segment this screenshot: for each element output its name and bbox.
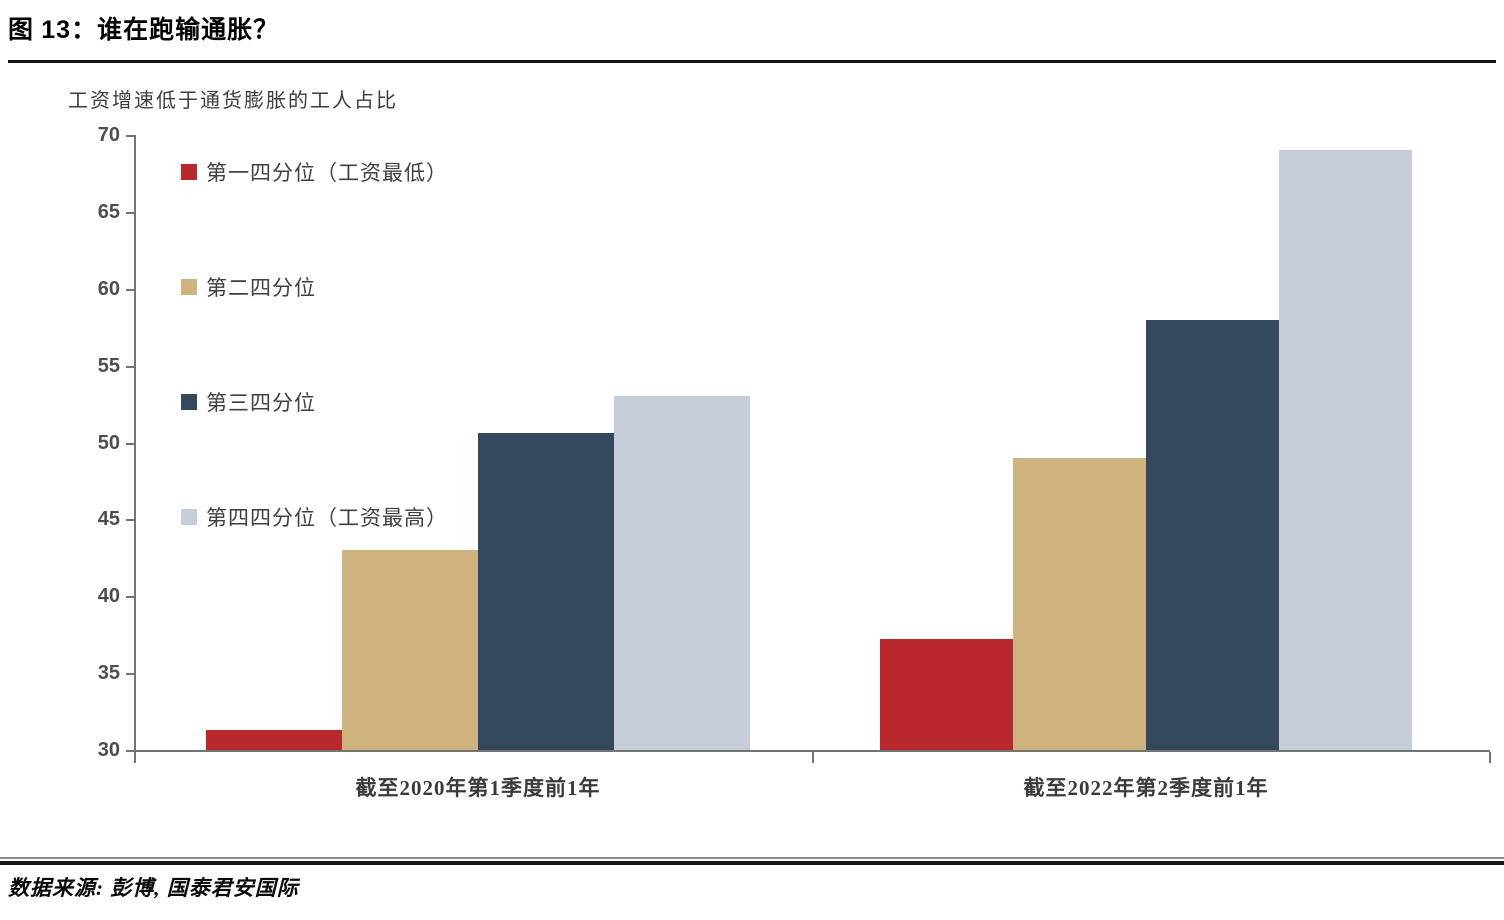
legend-label: 第三四分位 <box>206 391 316 415</box>
title-divider <box>8 60 1496 63</box>
bar-第三四分位-group2 <box>1146 319 1279 750</box>
y-axis-tick-30 <box>126 750 134 752</box>
legend-label: 第一四分位（工资最低） <box>206 161 448 185</box>
y-axis-tick-35 <box>126 673 134 676</box>
bar-第四四分位（工资最高）-group2 <box>1279 150 1412 750</box>
category-label-2022q2: 截至2022年第2季度前1年 <box>1023 776 1269 800</box>
y-axis-label-35: 35 <box>97 662 120 685</box>
bar-第二四分位-group2 <box>1013 457 1146 750</box>
bar-第四四分位（工资最高）-group1 <box>614 396 750 750</box>
legend-swatch-icon <box>181 279 197 295</box>
chart-axis-title: 工资增速低于通货膨胀的工人占比 <box>68 90 398 112</box>
figure-title-prefix: 图 <box>8 17 42 44</box>
y-axis-tick-70 <box>126 135 134 137</box>
bar-第一四分位（工资最低）-group2 <box>880 639 1013 750</box>
y-axis-tick-40 <box>126 596 134 599</box>
x-axis-boundary-tick-1 <box>812 752 814 763</box>
legend-swatch-icon <box>181 394 197 410</box>
y-axis-label-50: 50 <box>97 431 120 454</box>
x-axis-boundary-tick-2 <box>1489 752 1491 763</box>
bar-第一四分位（工资最低）-group1 <box>206 730 342 750</box>
y-axis-label-65: 65 <box>97 200 120 223</box>
legend-swatch-icon <box>181 164 197 180</box>
figure-title: 图 13：谁在跑输通胀？ <box>8 10 279 46</box>
bar-第二四分位-group1 <box>342 550 478 750</box>
y-axis-tick-65 <box>126 211 134 214</box>
footer-divider-thin <box>0 857 1504 859</box>
x-axis-line <box>134 750 1490 752</box>
y-axis-tick-50 <box>126 442 134 445</box>
footer-divider-thick <box>0 861 1504 865</box>
legend-item-1: 第一四分位（工资最低） <box>181 157 448 187</box>
legend-item-2: 第二四分位 <box>181 272 316 302</box>
y-axis-line <box>134 135 136 760</box>
y-axis-tick-45 <box>126 519 134 522</box>
legend-swatch-icon <box>181 509 197 525</box>
y-axis-label-45: 45 <box>97 508 120 531</box>
figure-number: 13 <box>41 16 72 44</box>
figure-title-text: ：谁在跑输通胀？ <box>71 17 280 44</box>
y-axis-label-70: 70 <box>97 124 120 146</box>
y-axis-label-30: 30 <box>97 739 120 761</box>
data-source-note: 数据来源: 彭博, 国泰君安国际 <box>8 876 299 900</box>
bar-第三四分位-group1 <box>478 433 614 750</box>
legend-item-3: 第三四分位 <box>181 387 316 417</box>
y-axis-tick-55 <box>126 365 134 368</box>
y-axis-tick-60 <box>126 288 134 291</box>
legend-label: 第四四分位（工资最高） <box>206 506 448 530</box>
legend-label: 第二四分位 <box>206 276 316 300</box>
legend-item-4: 第四四分位（工资最高） <box>181 502 448 532</box>
x-axis-boundary-tick-0 <box>134 752 136 763</box>
category-label-2020q1: 截至2020年第1季度前1年 <box>355 776 601 800</box>
y-axis-label-60: 60 <box>97 277 120 300</box>
y-axis-label-55: 55 <box>97 354 120 377</box>
y-axis-label-40: 40 <box>97 585 120 608</box>
